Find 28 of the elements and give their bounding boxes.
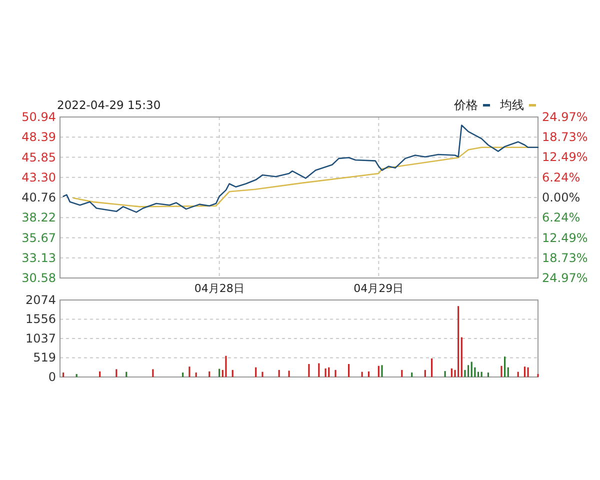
y2-tick-label: 0.00% [542,190,580,204]
y-tick-label: 35.67 [22,230,56,245]
y-tick-label: 43.30 [22,170,56,184]
y2-tick-label: 12.49% [542,230,588,245]
legend-label: 价格 [453,98,478,112]
y-tick-label: 519 [33,350,56,365]
legend-label: 均线 [499,98,524,112]
chart-title: 2022-04-29 15:30 [57,98,161,112]
y2-tick-label: 24.97% [542,110,588,124]
y2-tick-label: 6.24% [542,210,580,225]
y2-tick-label: 12.49% [542,150,588,164]
y-tick-label: 48.39 [22,130,56,144]
y-tick-label: 2074 [25,293,56,307]
y-tick-label: 0 [48,370,56,384]
y2-tick-label: 18.73% [542,250,588,265]
y2-tick-label: 18.73% [542,130,588,144]
y-tick-label: 1037 [25,332,56,346]
x-tick-label: 04月29日 [354,282,404,295]
y2-tick-label: 6.24% [542,170,580,184]
y-tick-label: 38.22 [22,210,56,225]
y-tick-label: 45.85 [22,150,56,164]
x-tick-label: 04月28日 [194,282,244,295]
y-tick-label: 33.13 [22,250,56,265]
y-tick-label: 40.76 [22,190,56,204]
y-tick-label: 30.58 [22,271,56,285]
y2-tick-label: 24.97% [542,271,588,285]
y-tick-label: 1556 [25,312,56,326]
y-tick-label: 50.94 [22,110,56,124]
